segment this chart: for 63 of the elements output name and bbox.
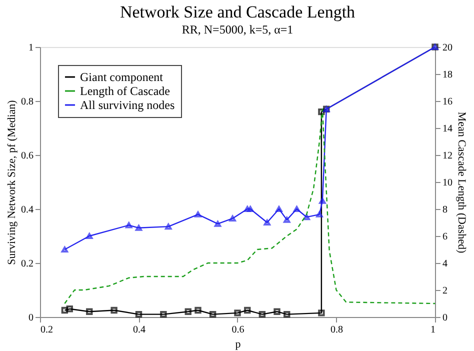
legend-label: Giant component xyxy=(80,70,164,84)
point xyxy=(318,310,325,316)
point xyxy=(86,308,93,315)
point xyxy=(209,310,216,318)
x-tick-label: 0.4 xyxy=(133,324,146,336)
y-tick-label: 0.2 xyxy=(21,258,34,270)
y-tick-label: 0 xyxy=(28,312,34,324)
y2-tick-label: 10 xyxy=(442,178,452,188)
point xyxy=(258,310,266,318)
point xyxy=(284,216,290,223)
y2-tick-label: 18 xyxy=(442,70,452,80)
point xyxy=(194,211,202,218)
point xyxy=(229,215,236,222)
y-tick-label: 0.4 xyxy=(21,204,34,216)
chart-subtitle: RR, N=5000, k=5, α=1 xyxy=(182,22,294,37)
legend-label: All surviving nodes xyxy=(80,98,175,112)
point xyxy=(303,214,310,220)
y2-axis-title: Mean Cascade Length (Dashed) xyxy=(456,112,468,254)
point xyxy=(246,206,254,212)
point xyxy=(244,306,251,314)
point xyxy=(86,232,93,240)
point xyxy=(316,211,323,218)
y2-tick-label: 8 xyxy=(442,204,448,216)
point xyxy=(319,198,326,204)
y2-tick-label: 4 xyxy=(442,258,448,270)
y-tick-label: 0.6 xyxy=(21,150,34,162)
y2-tick-label: 0 xyxy=(442,312,448,324)
legend-label: Length of Cascade xyxy=(80,84,170,98)
point xyxy=(318,108,325,116)
x-tick-label: 1 xyxy=(430,324,436,336)
point xyxy=(244,206,251,212)
point xyxy=(135,224,142,231)
x-tick-label: 0.2 xyxy=(40,324,53,336)
point xyxy=(276,206,282,212)
point xyxy=(66,306,73,312)
point xyxy=(126,222,132,228)
point xyxy=(214,220,222,227)
y2-tick-label: 20 xyxy=(442,42,452,54)
point xyxy=(234,310,241,316)
y2-tick-label: 14 xyxy=(442,124,452,134)
y-tick-label: 1 xyxy=(28,42,34,54)
y2-tick-label: 2 xyxy=(442,286,448,296)
point xyxy=(264,219,270,226)
y2-tick-label: 12 xyxy=(442,150,452,162)
y2-tick-label: 6 xyxy=(442,232,448,242)
point xyxy=(284,310,290,318)
point xyxy=(293,206,300,212)
y-tick-label: 0.8 xyxy=(21,96,34,108)
chart-title: Network Size and Cascade Length xyxy=(120,2,356,22)
point xyxy=(160,310,167,318)
point xyxy=(165,224,172,230)
y-axis-title: Surviving Network Size, pf (Median) xyxy=(6,100,18,265)
point xyxy=(184,308,192,315)
point xyxy=(194,306,202,314)
x-tick-label: 0.8 xyxy=(330,324,343,336)
y2-tick-label: 16 xyxy=(442,96,452,108)
point xyxy=(61,246,68,253)
point xyxy=(110,306,118,314)
point xyxy=(61,306,68,314)
point xyxy=(274,308,280,315)
point xyxy=(135,310,142,318)
x-axis-title: p xyxy=(235,338,242,350)
x-tick-label: 0.6 xyxy=(232,324,244,336)
